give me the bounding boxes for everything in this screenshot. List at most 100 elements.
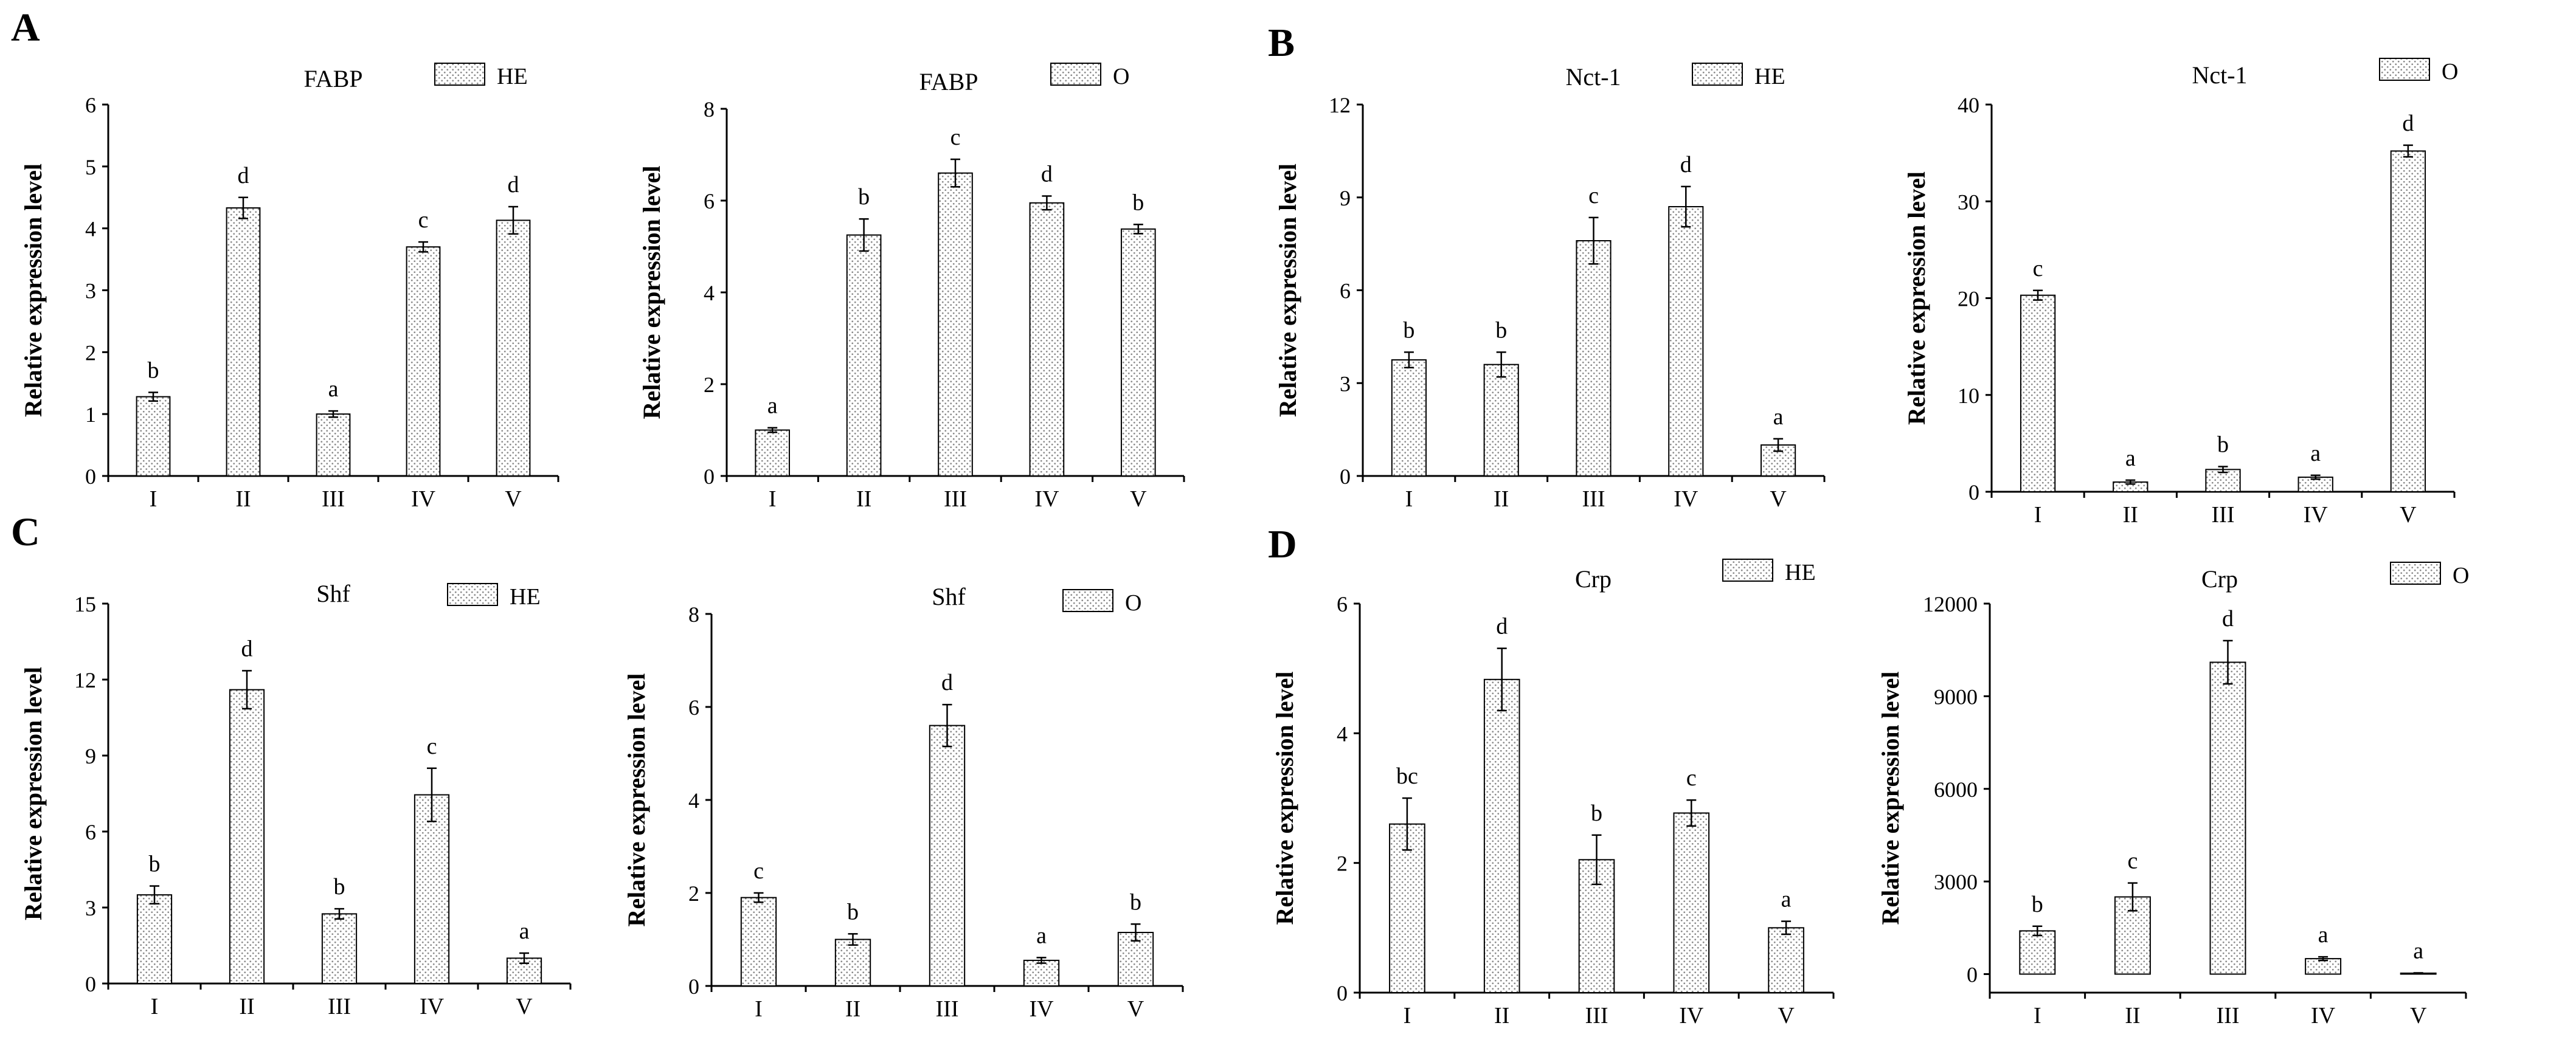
significance-letter: b [2032,892,2043,917]
y-tick-label: 30 [1958,190,1979,214]
bar-ii [846,234,882,477]
significance-letter: c [1588,183,1599,208]
y-tick-label: 6 [85,820,96,844]
chart-title: Nct-1 [2192,61,2247,89]
y-tick-label: 1 [85,402,96,427]
bar-v [496,219,531,477]
bar-v [2390,150,2426,492]
legend-swatch [434,63,485,86]
y-tick-label: 0 [85,464,96,489]
significance-letter: b [1130,889,1141,915]
legend-swatch [1062,589,1113,612]
y-tick-label: 4 [85,217,96,241]
x-tick-label: II [235,486,251,512]
y-tick-label: 3000 [1934,870,1978,894]
y-tick-label: 0 [1968,480,1979,505]
panel-letter-b: B [1268,21,1295,65]
y-tick-label: 5 [85,155,96,179]
chart-title: FABP [303,65,362,92]
significance-letter: a [2125,446,2136,471]
x-tick-label: V [516,994,533,1019]
chart-shf-o: 0 2 4 6 8 c Ib II d III a IV b V Shf O Relative expressi… [623,583,1184,1022]
legend-label: O [2442,59,2458,84]
x-tick-label: V [1130,486,1147,512]
x-tick-label: IV [411,486,436,512]
y-tick-label: 2 [1337,852,1348,876]
bar-i [740,897,777,987]
bar-i [2020,294,2056,492]
y-tick-label: 2 [704,373,715,397]
significance-letter: c [1686,765,1697,791]
significance-letter: c [418,207,429,233]
significance-letter: c [950,125,961,150]
x-tick-label: IV [2304,502,2328,528]
x-tick-label: II [845,996,860,1022]
bar-iii [938,172,973,477]
legend-label: O [1125,590,1141,616]
bar-v [1768,927,1804,994]
significance-letter: a [2413,938,2423,963]
chart-title: Nct-1 [1565,63,1621,91]
legend-label: HE [1754,64,1785,89]
significance-letter: b [1132,190,1144,215]
x-tick-label: V [1778,1003,1795,1028]
significance-letter: c [427,734,437,759]
y-axis-label: Relative expression level [19,164,47,417]
significance-letter: a [328,376,339,402]
y-tick-label: 4 [688,788,699,813]
y-tick-label: 40 [1958,93,1979,117]
bar-iv [1023,959,1060,987]
y-tick-label: 15 [74,592,96,616]
legend: HE [1722,559,1816,585]
x-tick-label: V [505,486,522,512]
bar-i [1389,823,1425,993]
significance-letter: bc [1396,763,1418,789]
bar-iii [1576,240,1612,477]
legend-label: O [2453,563,2469,588]
chart-shf-he: 0 3 6 9 12 15 b Id II b III c IV a V Shf HE Relative expr… [19,580,572,1019]
y-tick-label: 6000 [1934,777,1978,802]
y-tick-label: 6 [688,695,699,720]
significance-letter: d [2402,111,2414,136]
chart-title: Shf [932,583,966,610]
significance-letter: d [1680,152,1692,177]
y-axis-label: Relative expression level [19,667,47,920]
bar-i [1391,359,1427,477]
x-tick-label: I [2034,502,2042,528]
y-tick-label: 0 [1340,464,1351,489]
significance-letter: d [2222,606,2234,632]
chart-title: Crp [1575,565,1612,593]
y-axis-label: Relative expression level [1271,672,1298,925]
bar-iv [1668,206,1704,477]
legend: HE [1692,63,1785,89]
y-tick-label: 0 [85,972,96,996]
x-tick-label: III [1582,486,1605,512]
chart-title: FABP [919,68,978,95]
bar-iii [929,725,966,987]
bar-iii [2209,661,2246,975]
significance-letter: a [519,918,530,944]
panel-letter-d: D [1268,522,1297,567]
bar-iii [316,413,351,477]
y-tick-label: 2 [85,340,96,365]
significance-letter: b [149,852,161,877]
x-tick-label: IV [1679,1003,1704,1028]
y-tick-label: 6 [1340,279,1351,303]
x-tick-label: III [1585,1003,1608,1028]
significance-letter: b [2217,432,2229,458]
x-tick-label: II [239,994,254,1019]
y-tick-label: 8 [704,97,715,122]
bar-iv [1673,812,1710,993]
bar-iii [2205,469,2241,492]
x-tick-label: II [2123,502,2138,528]
x-tick-label: I [769,486,777,512]
y-tick-label: 4 [1337,722,1348,746]
y-tick-label: 9000 [1934,684,1978,709]
legend: O [1062,589,1141,616]
legend-label: HE [497,64,528,89]
legend: HE [434,63,528,89]
x-tick-label: I [755,996,763,1022]
significance-letter: b [1591,801,1602,826]
y-tick-label: 3 [1340,371,1351,396]
x-tick-label: III [322,486,345,512]
